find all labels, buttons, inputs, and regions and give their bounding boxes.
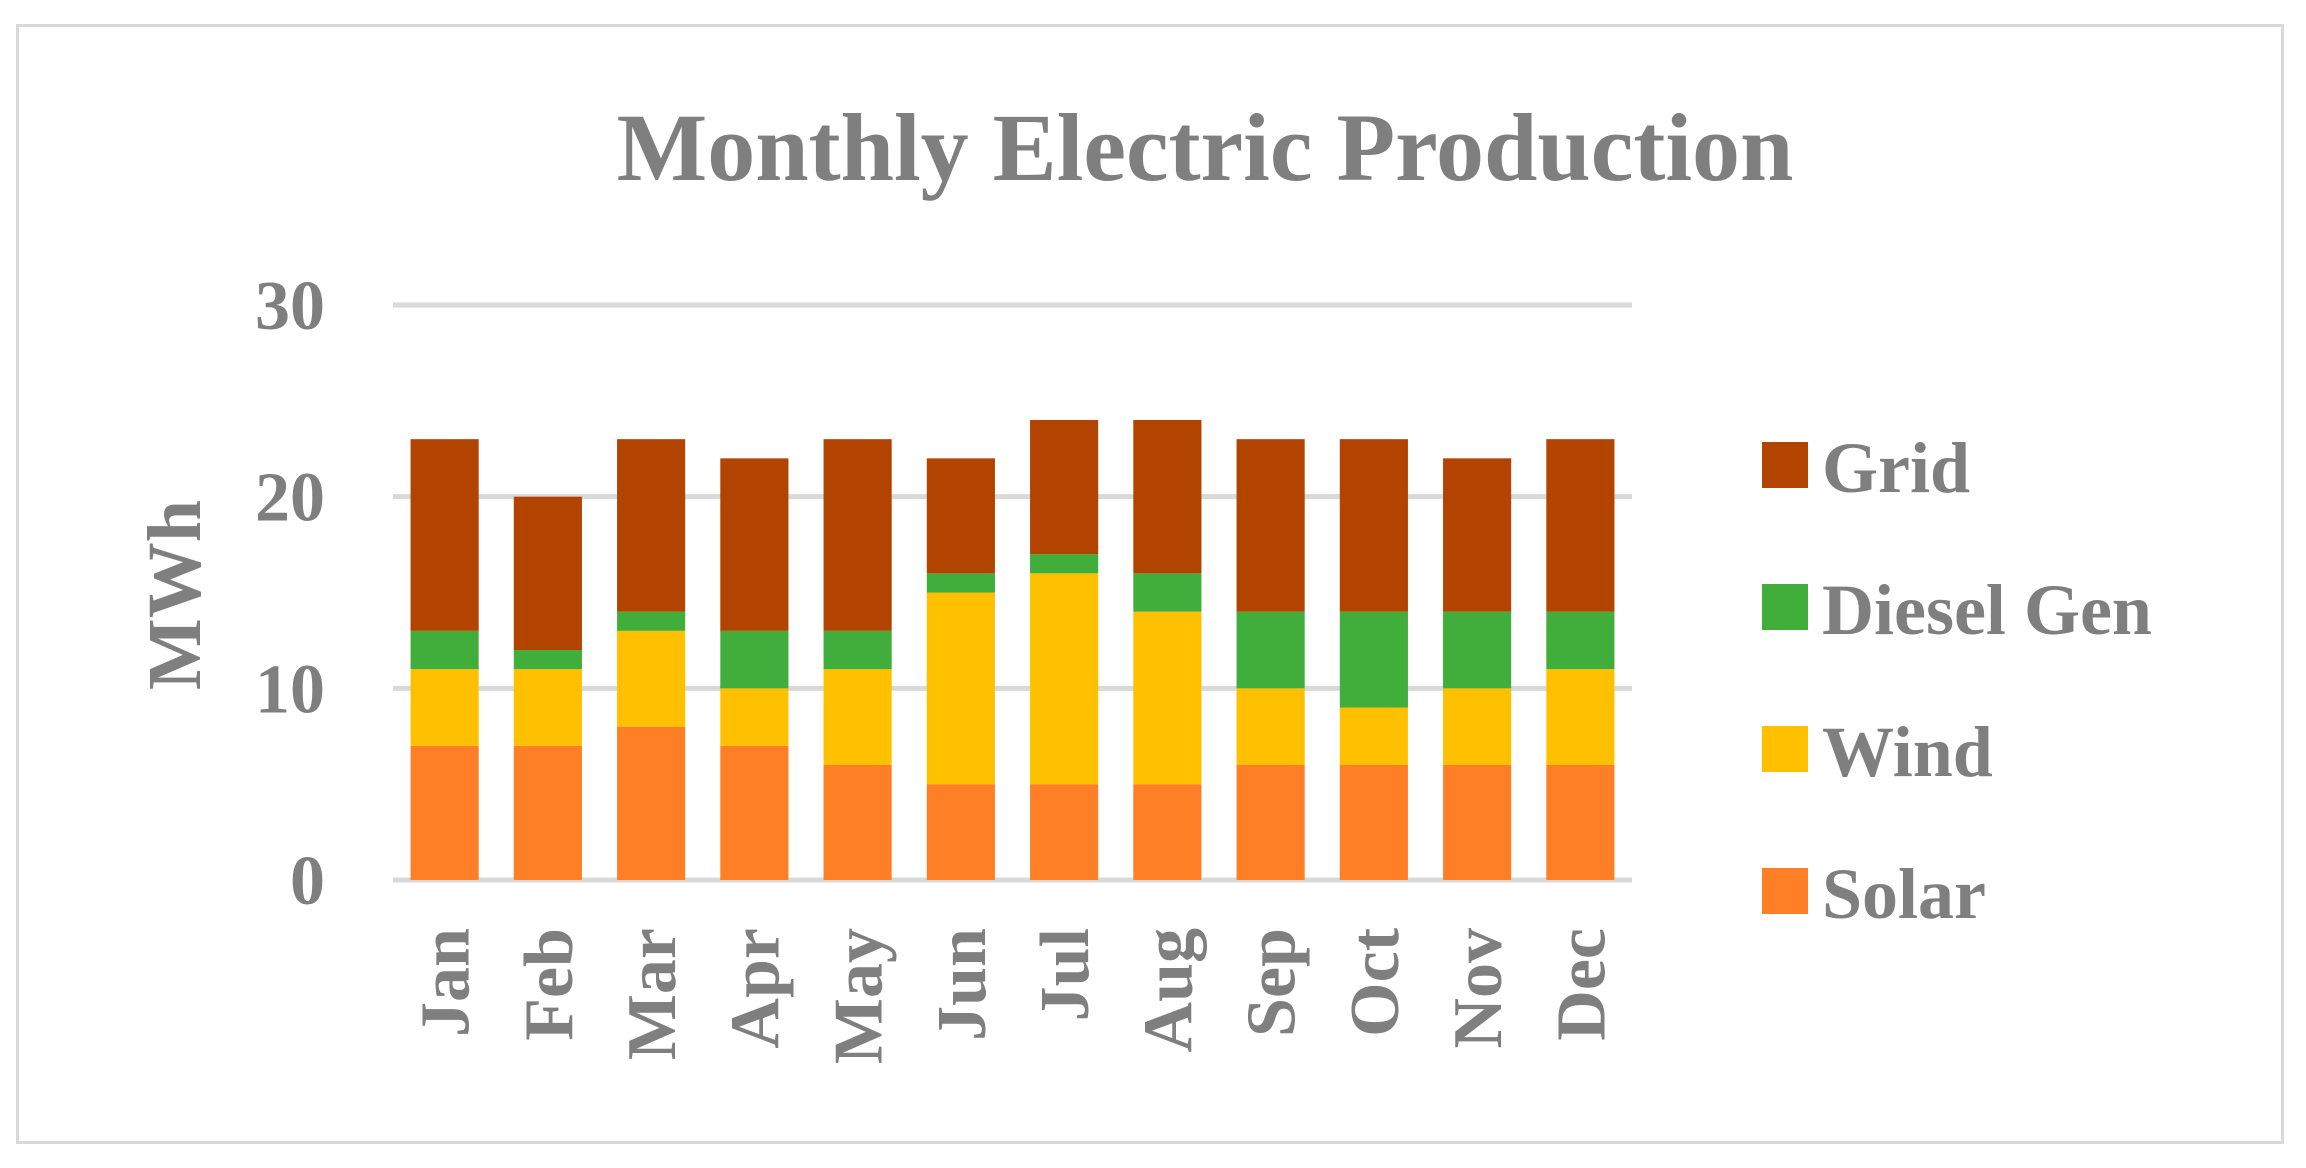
x-tick-label: May [821,928,898,1064]
bar-wind-nov [1443,688,1512,765]
bar-grid-aug [1133,420,1202,574]
legend-label: Grid [1822,428,1970,508]
bar-diesel-gen-jun [926,573,995,593]
y-axis-ticks: 0 10 20 30 [255,268,325,920]
bar-diesel-gen-nov [1443,611,1512,689]
bar-grid-mar [617,439,686,612]
bar-diesel-gen-apr [720,630,789,689]
y-axis-label: MWh [133,500,217,690]
bar-diesel-gen-mar [617,611,686,631]
bar-solar-nov [1443,765,1512,880]
x-tick-label: Feb [511,928,588,1041]
bar-grid-jun [926,458,995,574]
bar-grid-oct [1339,439,1408,612]
x-tick-label: Nov [1440,928,1517,1049]
bar-diesel-gen-dec [1546,611,1615,670]
bar-wind-aug [1133,611,1202,785]
bar-diesel-gen-aug [1133,573,1202,612]
y-tick-label: 10 [255,651,325,728]
bar-solar-sep [1236,765,1305,880]
x-tick-label: Dec [1543,928,1620,1041]
bar-solar-oct [1339,765,1408,880]
y-tick-label: 0 [290,843,325,920]
y-tick-label: 20 [255,460,325,537]
bar-solar-aug [1133,784,1202,880]
chart-title: Monthly Electric Production [617,94,1794,201]
legend-swatch-grid [1762,442,1808,488]
gridlines [393,302,1632,883]
legend-label: Solar [1822,854,1986,934]
bar-solar-jul [1030,784,1099,880]
legend: Grid Diesel Gen Wind Solar [1762,428,2152,934]
x-tick-label: Jun [924,928,1001,1041]
bar-wind-feb [513,669,582,746]
bar-wind-dec [1546,669,1615,765]
x-tick-label: Oct [1337,928,1414,1037]
bar-wind-jul [1030,573,1099,785]
bar-grid-sep [1236,439,1305,612]
bar-wind-oct [1339,707,1408,765]
bar-wind-jan [410,669,479,746]
bar-solar-apr [720,745,789,880]
bar-wind-may [823,669,892,765]
bar-wind-sep [1236,688,1305,765]
legend-label: Wind [1822,712,1993,792]
bar-wind-jun [926,592,995,785]
bar-grid-feb [513,496,582,650]
bar-diesel-gen-jan [410,630,479,670]
bar-solar-may [823,765,892,880]
bar-solar-feb [513,745,582,880]
bar-diesel-gen-jul [1030,554,1099,574]
bar-diesel-gen-sep [1236,611,1305,689]
legend-swatch-solar [1762,868,1808,914]
bar-grid-nov [1443,458,1512,612]
bar-grid-dec [1546,439,1615,612]
x-tick-label: Aug [1130,928,1207,1052]
bar-grid-jul [1030,420,1099,555]
bar-diesel-gen-oct [1339,611,1408,708]
bar-diesel-gen-feb [513,650,582,670]
x-tick-label: Sep [1234,928,1311,1037]
bar-wind-apr [720,688,789,746]
x-tick-label: Apr [717,928,794,1049]
x-axis-ticks: Jan Feb Mar Apr May Jun Jul Aug Sep Oct Nov Dec [408,928,1621,1064]
legend-swatch-wind [1762,726,1808,772]
x-tick-label: Mar [614,928,691,1060]
bar-diesel-gen-may [823,630,892,670]
legend-swatch-diesel-gen [1762,584,1808,630]
bar-solar-jun [926,784,995,880]
bar-wind-mar [617,630,686,727]
bar-grid-jan [410,439,479,631]
y-tick-label: 30 [255,268,325,345]
legend-label: Diesel Gen [1822,570,2152,650]
x-tick-label: Jan [408,928,485,1037]
bar-solar-dec [1546,765,1615,880]
bar-solar-jan [410,745,479,880]
bar-grid-may [823,439,892,631]
bars [410,420,1615,880]
bar-grid-apr [720,458,789,631]
x-tick-label: Jul [1027,928,1104,1021]
bar-solar-mar [617,726,686,880]
